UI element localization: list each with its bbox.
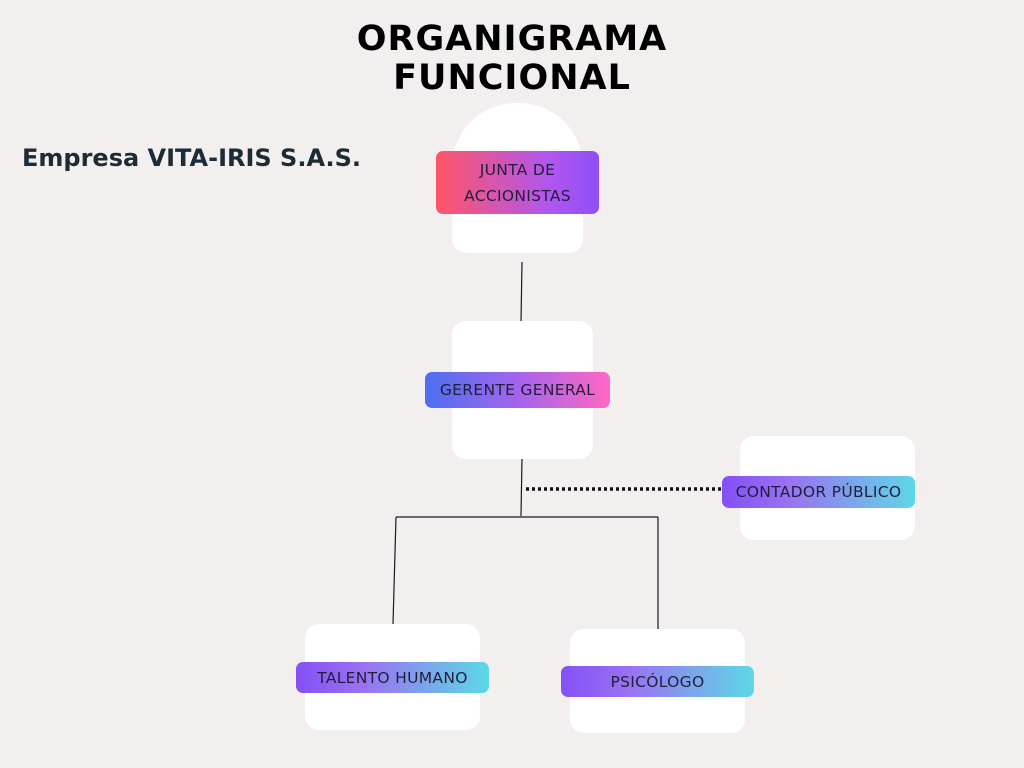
chart-title: ORGANIGRAMA FUNCIONAL bbox=[0, 20, 1024, 98]
contador-label: CONTADOR PÚBLICO bbox=[735, 483, 902, 501]
psicologo-node[interactable]: PSICÓLOGO bbox=[561, 666, 754, 697]
gerente-node[interactable]: GERENTE GENERAL bbox=[425, 372, 610, 408]
connector-gerente-down bbox=[520, 457, 523, 517]
talento-node[interactable]: TALENTO HUMANO bbox=[296, 662, 489, 693]
talento-label: TALENTO HUMANO bbox=[317, 668, 468, 687]
contador-node[interactable]: CONTADOR PÚBLICO bbox=[722, 476, 915, 508]
connector-junta-gerente bbox=[520, 261, 523, 323]
junta-label-line1: JUNTA DE bbox=[479, 160, 556, 179]
psicologo-label: PSICÓLOGO bbox=[610, 672, 705, 691]
connector-to-talento bbox=[392, 516, 397, 625]
company-name: Empresa VITA-IRIS S.A.S. bbox=[22, 144, 361, 172]
junta-node[interactable]: JUNTA DE ACCIONISTAS bbox=[436, 151, 599, 214]
title-line-2: FUNCIONAL bbox=[393, 58, 631, 98]
title-line-1: ORGANIGRAMA bbox=[356, 19, 668, 59]
gerente-label: GERENTE GENERAL bbox=[439, 381, 596, 399]
junta-label-line2: ACCIONISTAS bbox=[464, 186, 571, 205]
